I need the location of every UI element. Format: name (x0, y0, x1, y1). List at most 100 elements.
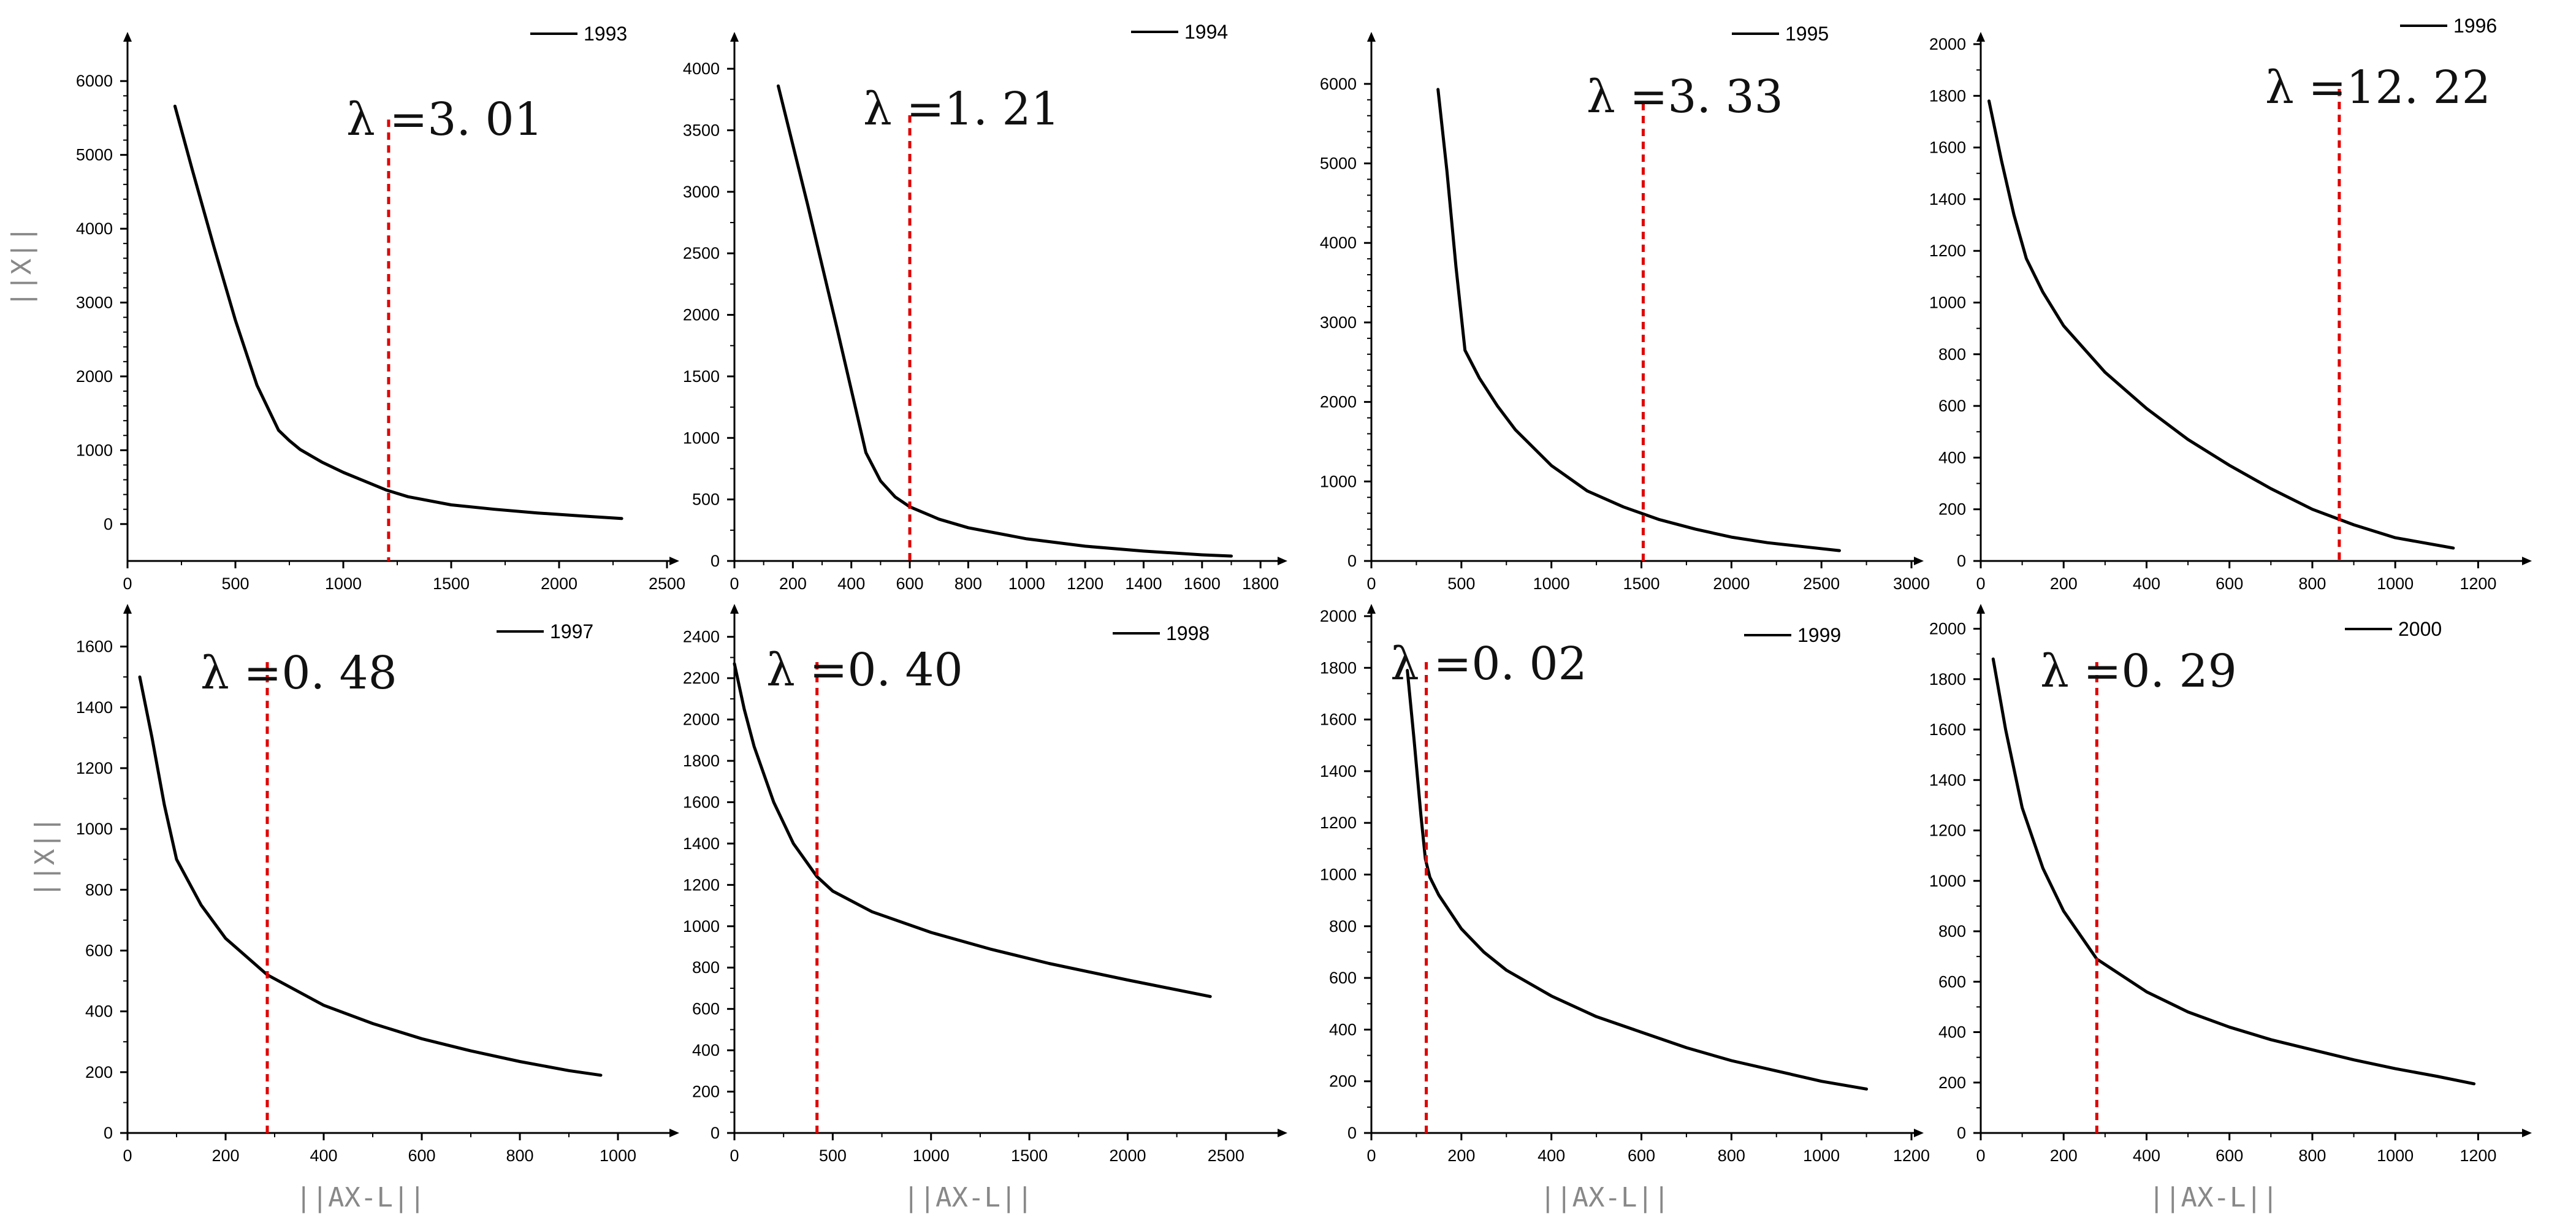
x-tick-label: 1500 (1011, 1146, 1048, 1165)
x-tick-label: 1000 (1008, 574, 1045, 593)
lambda-label: λ =12. 22 (2265, 61, 2491, 114)
y-tick-label: 0 (104, 1124, 113, 1142)
y-tick-label: 600 (1329, 969, 1357, 987)
x-tick-label: 2000 (541, 574, 577, 593)
x-tick-label: 600 (1628, 1146, 1655, 1165)
subplot-1998: 0 500 1000 1500 2000 2500 0 200 400 600 800 1000 120… (683, 604, 1287, 1213)
y-tick-label: 600 (1938, 397, 1966, 415)
lambda-label: λ =3. 01 (346, 93, 543, 146)
x-tick-label: 500 (221, 574, 249, 593)
y-axis-arrow-icon (1367, 32, 1376, 42)
y-tick-label: 5000 (76, 146, 113, 164)
y-tick-label: 0 (1347, 552, 1357, 570)
x-axis-arrow-icon (669, 557, 679, 565)
x-tick-label: 800 (955, 574, 982, 593)
y-tick-label: 500 (692, 490, 720, 509)
y-tick-label: 1400 (1320, 762, 1357, 780)
x-tick-label: 1500 (1623, 574, 1660, 593)
y-tick-label: 1200 (1929, 242, 1966, 260)
x-tick-label: 200 (2050, 574, 2078, 593)
x-tick-label: 400 (310, 1146, 337, 1165)
legend-label: 1999 (1797, 624, 1841, 646)
x-tick-label: 200 (211, 1146, 239, 1165)
lambda-label: λ =1. 21 (863, 83, 1060, 135)
y-tick-label: 1600 (76, 638, 113, 656)
y-axis-arrow-icon (1367, 604, 1376, 614)
y-axis-arrow-icon (1976, 32, 1985, 42)
subplot-1996: 0 200 400 600 800 1000 1200 0 200 400 600 800 1000 12… (1929, 15, 2532, 593)
y-tick-label: 200 (1938, 1074, 1966, 1092)
x-axis-arrow-icon (1914, 557, 1924, 565)
y-tick-label: 1400 (1929, 771, 1966, 789)
x-tick-label: 800 (1718, 1146, 1745, 1165)
x-tick-label: 1000 (2377, 1146, 2414, 1165)
x-axis-title: ||AX-L|| (295, 1182, 425, 1213)
y-tick-label: 3500 (683, 121, 720, 140)
y-tick-label: 200 (692, 1083, 720, 1101)
lambda-label: λ =3. 33 (1587, 71, 1783, 123)
y-tick-label: 4000 (683, 59, 720, 78)
y-tick-label: 1000 (1929, 872, 1966, 890)
y-tick-label: 4000 (76, 219, 113, 238)
y-tick-label: 2000 (1929, 620, 1966, 638)
y-tick-label: 1400 (1929, 190, 1966, 208)
y-tick-label: 1200 (76, 759, 113, 777)
legend-label: 1995 (1785, 23, 1829, 45)
subplot-1999: 0 200 400 600 800 1000 1200 0 200 400 600 800 1000 12… (1320, 604, 1930, 1213)
y-tick-label: 1500 (683, 367, 720, 386)
y-tick-label: 2000 (1320, 607, 1357, 625)
series-line-2000 (1991, 657, 2476, 1086)
y-tick-label: 0 (1957, 1124, 1966, 1142)
y-tick-label: 6000 (76, 72, 113, 90)
x-axis-arrow-icon (1278, 1129, 1287, 1137)
y-tick-label: 2200 (683, 669, 720, 687)
x-tick-label: 1200 (2460, 1146, 2496, 1165)
x-tick-label: 600 (2216, 1146, 2243, 1165)
y-tick-label: 3000 (1320, 313, 1357, 332)
y-tick-label: 800 (85, 880, 113, 899)
y-tick-label: 1600 (1929, 720, 1966, 739)
y-tick-label: 3000 (76, 294, 113, 312)
x-tick-label: 2000 (1713, 574, 1750, 593)
series-line-1994 (777, 84, 1233, 558)
y-tick-label: 600 (1938, 972, 1966, 991)
y-tick-label: 2000 (1929, 35, 1966, 53)
x-tick-label: 1500 (433, 574, 470, 593)
y-tick-label: 800 (692, 958, 720, 977)
x-tick-label: 200 (2050, 1146, 2078, 1165)
x-tick-label: 800 (2298, 574, 2326, 593)
lambda-label: λ =0. 29 (2040, 645, 2237, 698)
y-tick-label: 1600 (1929, 139, 1966, 157)
x-tick-label: 0 (1366, 574, 1376, 593)
x-tick-label: 600 (896, 574, 924, 593)
x-tick-label: 2500 (1208, 1146, 1244, 1165)
y-tick-label: 1400 (683, 834, 720, 853)
x-tick-label: 1000 (2377, 574, 2414, 593)
x-axis-title: ||AX-L|| (2149, 1182, 2279, 1213)
y-tick-label: 1800 (1929, 86, 1966, 105)
x-tick-label: 1200 (1893, 1146, 1930, 1165)
x-axis-arrow-icon (2522, 1129, 2532, 1137)
x-tick-label: 400 (837, 574, 865, 593)
subplot-1995: 0 500 1000 1500 2000 2500 3000 0 1000 2000 3000 400… (1320, 23, 1930, 593)
y-tick-label: 1800 (1929, 670, 1966, 688)
y-axis-title: ||X|| (6, 226, 37, 307)
x-tick-label: 500 (1447, 574, 1475, 593)
x-tick-label: 400 (1538, 1146, 1565, 1165)
x-tick-label: 0 (123, 1146, 132, 1165)
legend-label: 1997 (550, 620, 593, 643)
x-tick-label: 0 (123, 574, 132, 593)
x-tick-label: 600 (2216, 574, 2243, 593)
y-tick-label: 2000 (1320, 393, 1357, 411)
subplot-1993: 0 500 1000 1500 2000 2500 0 1000 2000 3000 4000 500… (6, 23, 685, 593)
x-axis-arrow-icon (1278, 557, 1287, 565)
y-tick-label: 200 (85, 1063, 113, 1081)
y-tick-label: 2500 (683, 244, 720, 262)
y-tick-label: 600 (692, 1000, 720, 1018)
y-axis-title: ||X|| (29, 817, 61, 898)
y-tick-label: 1600 (683, 793, 720, 811)
y-tick-label: 0 (711, 552, 720, 570)
legend-label: 1996 (2453, 15, 2497, 37)
y-tick-label: 1000 (1320, 866, 1357, 884)
